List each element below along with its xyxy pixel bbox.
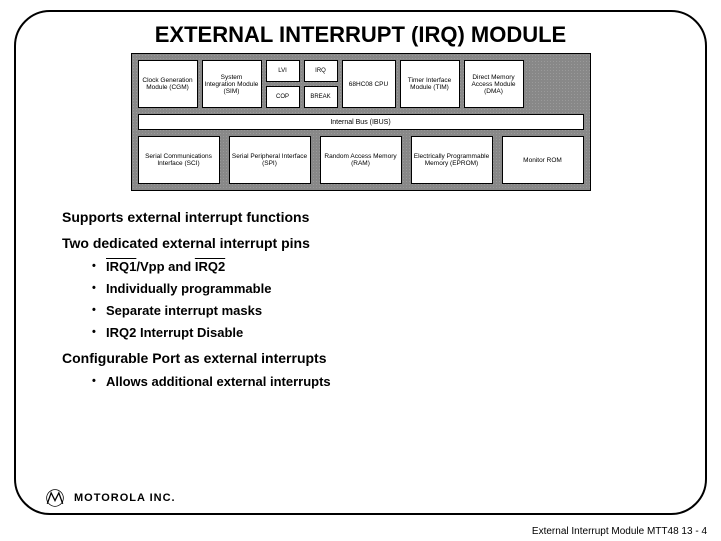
block-cgm: Clock Generation Module (CGM)	[138, 60, 198, 108]
block-cpu: 68HC08 CPU	[342, 60, 396, 108]
block-break: BREAK	[304, 86, 338, 108]
irq2-overline: IRQ2	[195, 259, 225, 274]
mini-col-2: IRQ BREAK	[304, 60, 338, 108]
diagram-top-row: Clock Generation Module (CGM) System Int…	[138, 60, 584, 108]
bullet-list-1: IRQ1/Vpp and IRQ2 Individually programma…	[62, 259, 667, 340]
mini-col-1: LVI COP	[266, 60, 300, 108]
block-sci: Serial Communications Interface (SCI)	[138, 136, 220, 184]
block-tim: Timer Interface Module (TIM)	[400, 60, 460, 108]
diagram-bottom-row: Serial Communications Interface (SCI) Se…	[138, 136, 584, 184]
block-irq: IRQ	[304, 60, 338, 82]
lead-2: Two dedicated external interrupt pins	[62, 235, 667, 251]
bullet-masks: Separate interrupt masks	[92, 303, 667, 318]
bullet-list-2: Allows additional external interrupts	[62, 374, 667, 389]
block-ram: Random Access Memory (RAM)	[320, 136, 402, 184]
slide-footer: External Interrupt Module MTT48 13 - 4	[532, 526, 707, 537]
bullet-additional: Allows additional external interrupts	[92, 374, 667, 389]
block-dma: Direct Memory Access Module (DMA)	[464, 60, 524, 108]
logo-text: MOTOROLA INC.	[74, 492, 176, 504]
slide-frame: EXTERNAL INTERRUPT (IRQ) MODULE Clock Ge…	[14, 10, 707, 515]
block-eprom: Electrically Programmable Memory (EPROM)	[411, 136, 493, 184]
bus-label: Internal Bus (IBUS)	[138, 114, 584, 130]
block-spi: Serial Peripheral Interface (SPI)	[229, 136, 311, 184]
bullet-irq2-disable: IRQ2 Interrupt Disable	[92, 325, 667, 340]
irq1-overline: IRQ1	[106, 259, 136, 274]
block-sim: System Integration Module (SIM)	[202, 60, 262, 108]
bullet-programmable: Individually programmable	[92, 281, 667, 296]
lead-1: Supports external interrupt functions	[62, 209, 667, 225]
motorola-icon	[42, 489, 68, 507]
block-diagram: Clock Generation Module (CGM) System Int…	[131, 53, 591, 191]
slide-body: Supports external interrupt functions Tw…	[34, 209, 687, 389]
block-lvi: LVI	[266, 60, 300, 82]
logo: MOTOROLA INC.	[42, 489, 176, 507]
lead-3: Configurable Port as external interrupts	[62, 350, 667, 366]
block-rom: Monitor ROM	[502, 136, 584, 184]
block-cop: COP	[266, 86, 300, 108]
slide-title: EXTERNAL INTERRUPT (IRQ) MODULE	[34, 22, 687, 47]
bullet-irq-pins: IRQ1/Vpp and IRQ2	[92, 259, 667, 274]
irq-mid: /Vpp and	[136, 259, 195, 274]
